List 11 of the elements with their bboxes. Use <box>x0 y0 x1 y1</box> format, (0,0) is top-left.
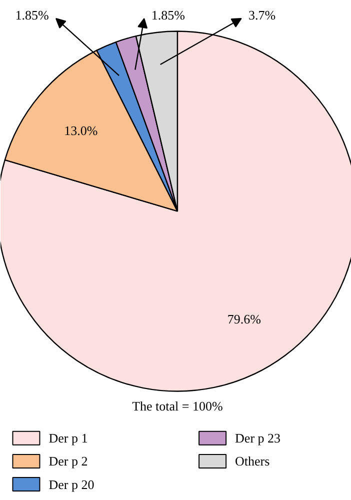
legend-label: Der p 2 <box>48 454 88 469</box>
data-label: 79.6% <box>227 311 262 326</box>
legend-label: Der p 23 <box>235 430 281 446</box>
data-label: 3.7% <box>248 7 276 22</box>
data-label: 1.85% <box>151 7 186 22</box>
data-label: 13.0% <box>64 122 98 138</box>
legend-label: Others <box>235 454 270 469</box>
legend-label: Der p 1 <box>48 430 88 446</box>
legend-label: Der p 20 <box>48 476 94 492</box>
data-label: 1.85% <box>15 7 50 22</box>
text: The total = 100% <box>132 398 223 414</box>
